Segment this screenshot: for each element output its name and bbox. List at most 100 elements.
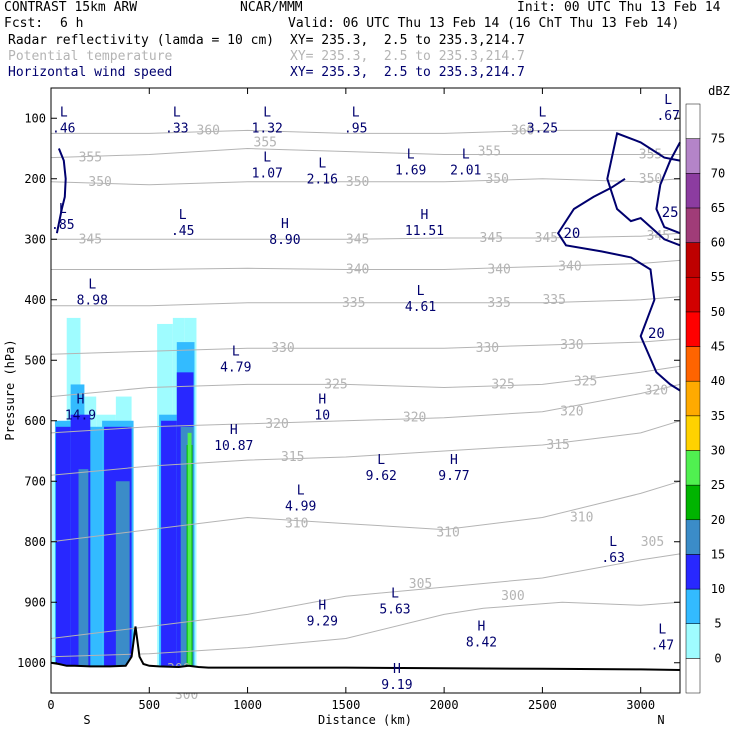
theta-label-310-0: 310 [285,517,308,532]
theta-label-350-1: 350 [346,175,369,190]
colorbar-swatch-1 [685,623,701,659]
theta-label-355-3: 355 [639,148,662,163]
theta-contour-300 [50,601,681,658]
hl-value-18: 10 [314,409,330,424]
field-name-reflectivity: Radar reflectivity (lamda = 10 cm) [8,33,275,48]
x-tick-label-2500: 2500 [528,698,557,712]
theta-label-325-0: 325 [324,377,347,392]
hl-value-26: 8.42 [466,636,497,651]
wind-contour-2 [606,132,681,247]
x-tick-label-3000: 3000 [626,698,655,712]
potential-temperature-contours: 3003003053053103103103153153203203203203… [50,123,681,703]
colorbar-swatch-13 [685,207,701,243]
theta-label-350-2: 350 [485,172,508,187]
axes: 100 200 300 400 500 600 700 800 900 1000 0 500 1000 1… [17,88,680,712]
colorbar-swatch-6 [685,450,701,486]
x-axis-label: Distance (km) [318,713,412,727]
hl-letter-5: L [664,93,672,108]
theta-label-345-2: 345 [480,231,503,246]
field-xy-theta: XY= 235.3, 2.5 to 235.3,214.7 [290,49,525,64]
y-tick-label-800: 800 [24,535,46,549]
wind-speed-contours: 20 20 25 [55,132,681,392]
y-tick-label-400: 400 [24,293,46,307]
colorbar-level-10: 10 [711,582,725,596]
colorbar-level-15: 15 [711,547,725,561]
y-tick-label-900: 900 [24,595,46,609]
theta-label-360-1: 360 [511,123,534,138]
y-tick-label-1000: 1000 [17,656,46,670]
theta-label-335-0: 335 [342,296,365,311]
hl-value-11: .45 [171,224,194,239]
theta-label-350-0: 350 [88,175,111,190]
reflectivity-band-19 [78,469,89,666]
theta-label-355-0: 355 [79,151,102,166]
colorbar-swatch-2 [685,588,701,624]
colorbar-level-25: 25 [711,478,725,492]
theta-contour-335 [51,296,681,307]
theta-contour-340 [51,259,681,270]
reflectivity-band-14 [55,426,71,666]
hl-letter-12: H [281,217,289,232]
theta-label-330-2: 330 [560,338,583,353]
theta-label-305-0: 305 [409,577,432,592]
hl-letter-6: L [263,151,271,166]
theta-label-315-1: 315 [546,438,569,453]
theta-label-345-1: 345 [346,232,369,247]
wind-contour-1 [655,141,681,235]
hl-value-25: 9.29 [307,614,338,629]
y-tick-label-200: 200 [24,172,46,186]
colorbar-level-75: 75 [711,132,725,146]
hl-letter-2: L [263,105,271,120]
high-low-markers: L.46L.33L1.32L.95L3.25L.67L1.07L2.16L1.6… [51,93,680,693]
theta-contour-305 [50,553,681,639]
colorbar-swatch-0 [685,658,701,694]
theta-label-330-1: 330 [476,341,499,356]
colorbar: 0 5 10 15 20 25 30 35 40 45 50 55 60 65 70 75 dBZ [685,84,730,694]
theta-label-325-2: 325 [574,374,597,389]
hl-letter-25: H [318,598,326,613]
colorbar-level-0: 0 [714,651,721,665]
theta-label-355-2: 355 [478,145,501,160]
hl-letter-3: L [352,105,360,120]
colorbar-swatch-14 [685,173,701,209]
hl-value-8: 1.69 [395,164,426,179]
x-end-label-south: S [83,713,90,727]
colorbar-swatch-11 [685,276,701,313]
wind-label-0-1: 20 [648,326,665,342]
terrain-line [50,626,681,671]
y-tick-label-500: 500 [24,353,46,367]
colorbar-swatch-12 [685,242,701,278]
wind-contour-3 [55,148,67,234]
hl-letter-16: L [232,344,240,359]
init-time: Init: 00 UTC Thu 13 Feb 14 [517,0,721,15]
theta-label-340-0: 340 [346,263,369,278]
forecast-label: Fcst: [4,16,44,31]
hl-letter-27: L [658,623,666,638]
colorbar-swatch-7 [685,415,701,451]
colorbar-level-70: 70 [711,166,725,180]
reflectivity-band-17 [161,420,177,666]
colorbar-level-35: 35 [711,409,725,423]
hl-letter-28: H [393,662,401,677]
theta-label-335-2: 335 [542,293,565,308]
colorbar-level-5: 5 [714,617,721,631]
theta-contour-330 [50,338,681,355]
x-tick-label-500: 500 [138,698,160,712]
theta-label-345-0: 345 [79,232,102,247]
hl-value-5: .67 [656,109,679,124]
colorbar-swatch-8 [685,380,701,417]
theta-contour-360 [51,129,680,134]
theta-label-345-4: 345 [647,229,670,244]
hl-value-6: 1.07 [252,167,283,182]
hl-letter-9: L [462,148,470,163]
hl-letter-13: H [421,208,429,223]
hl-letter-26: H [478,620,486,635]
field-xy-wind: XY= 235.3, 2.5 to 235.3,214.7 [290,65,525,80]
theta-label-305-1: 305 [641,535,664,550]
reflectivity-band-23 [187,432,192,666]
colorbar-swatch-10 [685,311,701,347]
colorbar-title: dBZ [708,84,730,98]
hl-letter-10: L [59,202,67,217]
hl-value-19: 10.87 [214,439,253,454]
colorbar-swatch-3 [685,554,701,590]
